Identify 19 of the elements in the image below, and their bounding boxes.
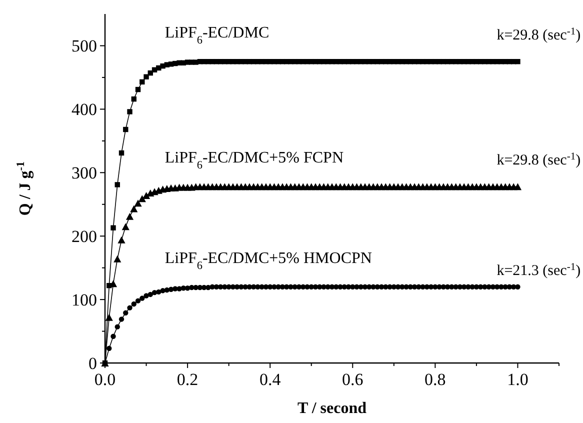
- x-tick-label: 0.2: [176, 370, 198, 389]
- y-tick-label: 100: [72, 290, 97, 310]
- series-label: LiPF$_{6}$-EC/DMC+5% FCPN: [164, 150, 344, 172]
- y-tick-label: 500: [72, 36, 97, 56]
- x-tick-label: 0.0: [94, 370, 116, 389]
- y-tick-label: 200: [72, 227, 97, 246]
- x-tick-label: 0.6: [342, 370, 364, 389]
- y-tick-label: 400: [72, 100, 97, 120]
- y-tick-label: 0: [88, 354, 97, 373]
- x-tick-label: 0.4: [259, 370, 282, 389]
- annotation: k=29.8 (sec$^{-1}$): [496, 151, 581, 169]
- series-label: LiPF$_{6}$-EC/DMC+5% HMOCPN: [164, 250, 372, 272]
- x-tick-label: 0.8: [424, 370, 446, 389]
- annotation: k=21.3 (sec$^{-1}$): [496, 261, 581, 279]
- series-label: LiPF$_{6}$-EC/DMC: [164, 24, 270, 47]
- x-axis-title: T / second: [297, 400, 367, 417]
- x-tick-label: 1.0: [507, 370, 528, 389]
- annotation: k=29.8 (sec$^{-1}$): [496, 26, 581, 44]
- y-tick-label: 300: [72, 164, 97, 183]
